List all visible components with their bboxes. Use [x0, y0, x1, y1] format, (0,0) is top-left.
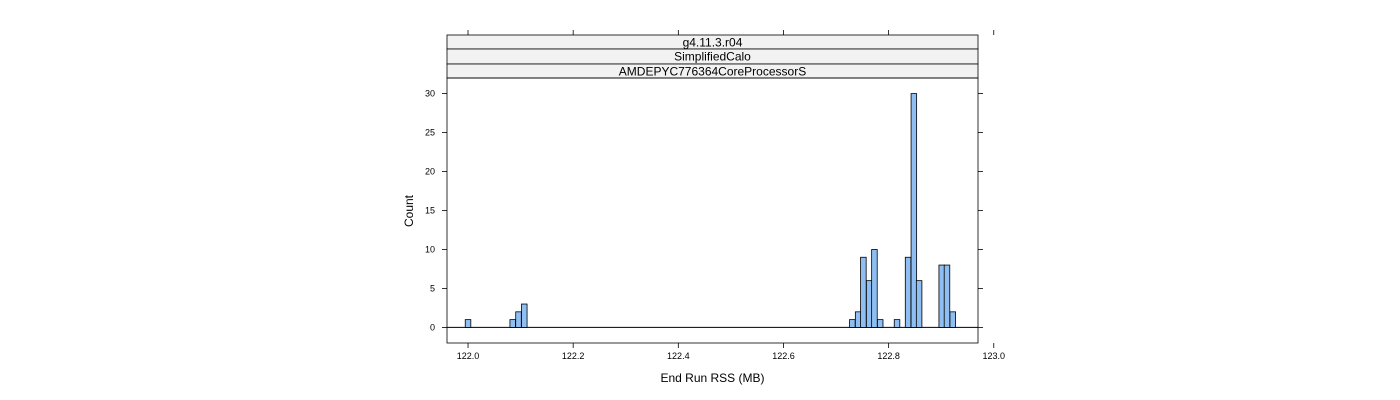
strip-label-3: AMDEPYC776364CoreProcessorS — [619, 65, 806, 79]
x-tick-label: 122.6 — [772, 351, 795, 361]
plot-panel — [446, 77, 979, 344]
y-tick-label: 15 — [425, 206, 435, 216]
histogram-bar — [949, 311, 956, 328]
histogram-bar — [865, 280, 873, 328]
strip-headers: g4.11.3.r04 SimplifiedCalo AMDEPYC776364… — [446, 34, 979, 79]
histogram-bar — [938, 264, 945, 328]
y-tick-label: 20 — [425, 167, 435, 177]
histogram-bar — [521, 303, 528, 328]
axis-ticks: 122.0 122.2 122.4 122.6 122.8 123.0 0 5 10 15 20 25… — [425, 30, 1005, 361]
histogram-bar — [854, 311, 862, 328]
histogram-bar — [910, 93, 918, 328]
y-tick-label: 10 — [425, 244, 435, 254]
x-tick-label: 122.0 — [457, 351, 480, 361]
histogram-bar — [871, 249, 878, 328]
histogram-bar — [849, 319, 856, 328]
strip-label-2: SimplifiedCalo — [674, 50, 751, 64]
histogram-bars — [447, 93, 978, 328]
histogram-bar — [877, 319, 884, 328]
y-tick-label: 30 — [425, 89, 435, 99]
histogram-bar — [860, 256, 867, 328]
histogram-bar — [943, 264, 951, 328]
x-tick-label: 122.4 — [667, 351, 690, 361]
histogram-bar — [509, 319, 516, 328]
x-tick-label: 122.2 — [562, 351, 585, 361]
x-axis-title: End Run RSS (MB) — [660, 371, 764, 385]
y-tick-label: 0 — [430, 322, 435, 332]
y-tick-label: 5 — [430, 283, 435, 293]
y-axis-title: Count — [402, 194, 416, 227]
histogram-bar — [904, 256, 912, 328]
y-tick-label: 25 — [425, 128, 435, 138]
x-tick-label: 122.8 — [877, 351, 900, 361]
histogram-bar — [464, 319, 472, 328]
x-tick-label: 123.0 — [983, 351, 1006, 361]
histogram-bar — [915, 280, 923, 328]
histogram-bar — [893, 319, 901, 328]
strip-label-1: g4.11.3.r04 — [683, 36, 743, 50]
histogram-bar — [515, 311, 522, 328]
